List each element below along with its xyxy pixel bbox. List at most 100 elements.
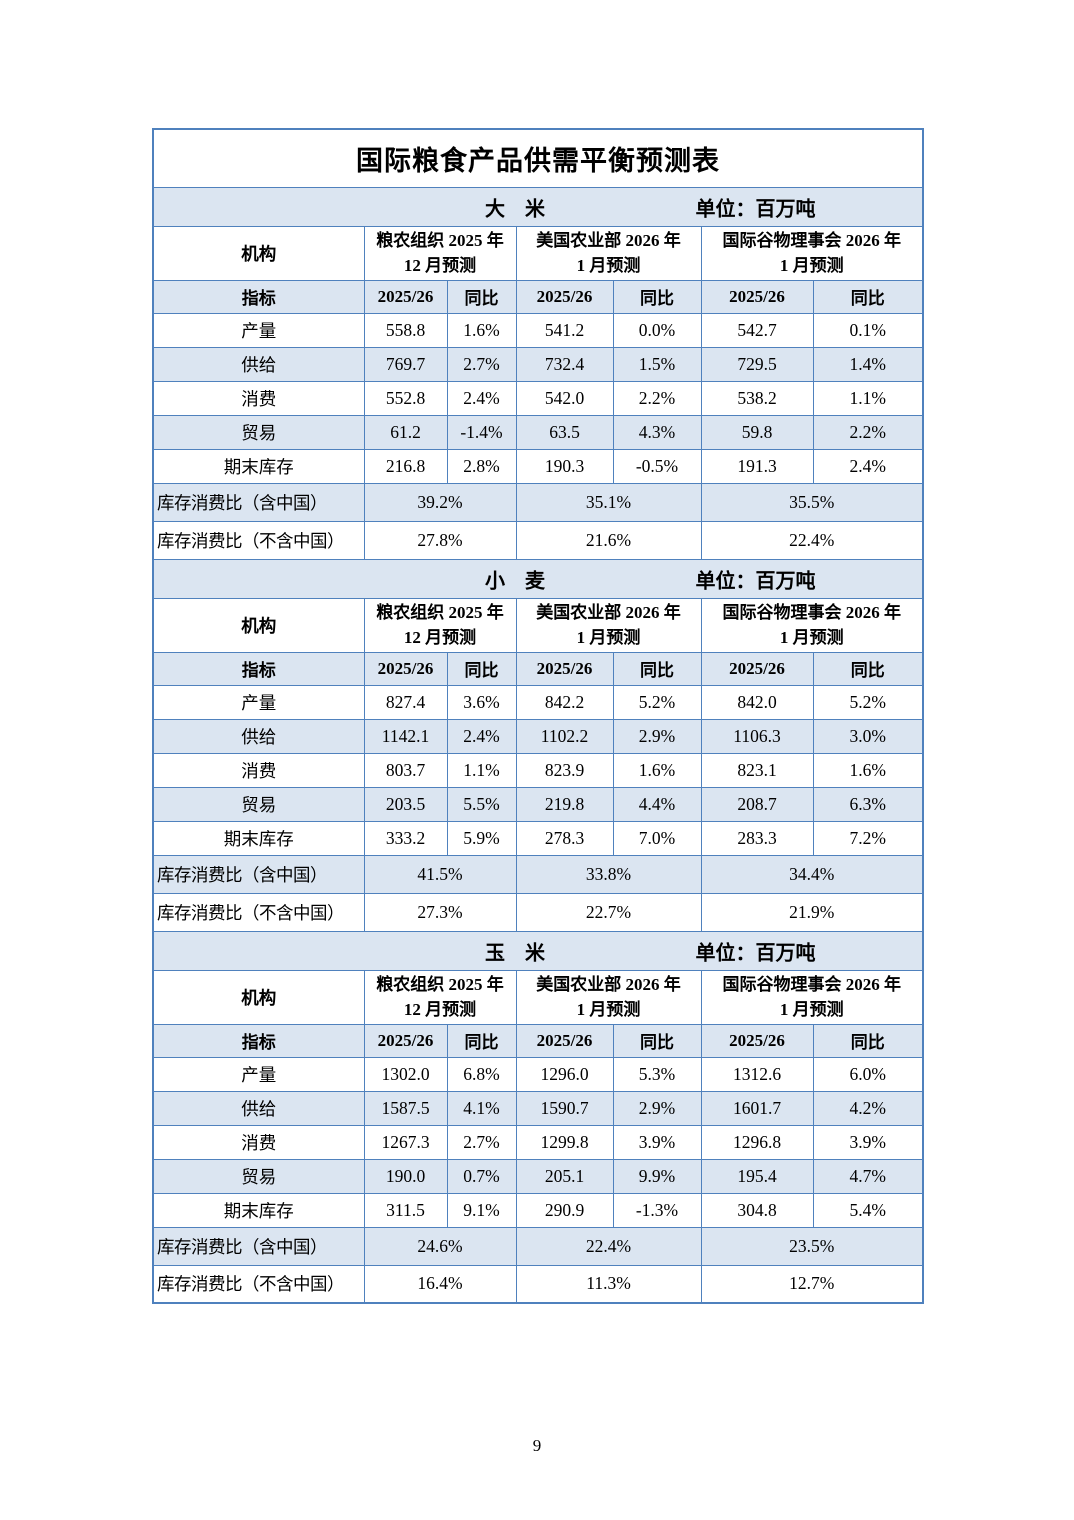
value-cell: 1.6% bbox=[612, 752, 702, 788]
ratio-value: 35.1% bbox=[515, 482, 702, 522]
value-cell: 61.2 bbox=[363, 414, 448, 450]
data-row-production: 产量 827.4 3.6% 842.2 5.2% 842.0 5.2% bbox=[152, 684, 924, 720]
value-cell: 0.1% bbox=[812, 312, 924, 348]
org-header-row: 机构 粮农组织 2025 年 12 月预测 美国农业部 2026 年 1 月预测… bbox=[152, 225, 924, 281]
value-cell: 2.9% bbox=[612, 1090, 702, 1126]
value-cell: 842.0 bbox=[700, 684, 814, 720]
value-cell: 823.1 bbox=[700, 752, 814, 788]
org-forecast-line: 1 月预测 bbox=[576, 256, 641, 275]
data-row-production: 产量 1302.0 6.8% 1296.0 5.3% 1312.6 6.0% bbox=[152, 1056, 924, 1092]
ratio-value: 34.4% bbox=[700, 854, 924, 894]
row-label: 贸易 bbox=[152, 1158, 365, 1194]
value-cell: 1312.6 bbox=[700, 1056, 814, 1092]
yoy-header: 同比 bbox=[446, 279, 517, 314]
ratio-value: 27.8% bbox=[363, 520, 517, 560]
org-row-label: 机构 bbox=[152, 225, 365, 281]
value-cell: 219.8 bbox=[515, 786, 614, 822]
value-cell: 827.4 bbox=[363, 684, 448, 720]
value-cell: 304.8 bbox=[700, 1192, 814, 1228]
org-forecast-line: 1 月预测 bbox=[576, 628, 641, 647]
data-row-consumption: 消费 803.7 1.1% 823.9 1.6% 823.1 1.6% bbox=[152, 752, 924, 788]
ratio-value: 21.9% bbox=[700, 892, 924, 932]
value-cell: 311.5 bbox=[363, 1192, 448, 1228]
value-cell: 1.6% bbox=[812, 752, 924, 788]
value-cell: 5.2% bbox=[812, 684, 924, 720]
ratio-label: 库存消费比（含中国） bbox=[152, 482, 365, 522]
page-number: 9 bbox=[532, 1436, 542, 1455]
value-cell: 3.6% bbox=[446, 684, 517, 720]
org-name-line: 国际谷物理事会 2026 年 bbox=[722, 602, 902, 622]
data-row-supply: 供给 1587.5 4.1% 1590.7 2.9% 1601.7 4.2% bbox=[152, 1090, 924, 1126]
value-cell: 542.7 bbox=[700, 312, 814, 348]
value-cell: 333.2 bbox=[363, 820, 448, 856]
ratio-row-with-china: 库存消费比（含中国） 24.6% 22.4% 23.5% bbox=[152, 1226, 924, 1266]
org-header-usda: 美国农业部 2026 年 1 月预测 bbox=[515, 969, 702, 1025]
indicator-header-row: 指标 2025/26 同比 2025/26 同比 2025/26 同比 bbox=[152, 279, 924, 314]
org-name-line: 美国农业部 2026 年 bbox=[536, 230, 681, 250]
org-name-line: 美国农业部 2026 年 bbox=[536, 602, 681, 622]
value-cell: 1296.0 bbox=[515, 1056, 614, 1092]
value-cell: 216.8 bbox=[363, 448, 448, 484]
ratio-row-with-china: 库存消费比（含中国） 41.5% 33.8% 34.4% bbox=[152, 854, 924, 894]
year-header: 2025/26 bbox=[363, 279, 448, 314]
section-title: 玉 米 bbox=[484, 942, 545, 964]
year-header: 2025/26 bbox=[515, 651, 614, 686]
value-cell: 1.6% bbox=[446, 312, 517, 348]
section-header-rice: 大 米 单位：百万吨 bbox=[152, 186, 924, 227]
indicator-row-label: 指标 bbox=[152, 1023, 365, 1058]
data-row-production: 产量 558.8 1.6% 541.2 0.0% 542.7 0.1% bbox=[152, 312, 924, 348]
org-header-row: 机构 粮农组织 2025 年 12 月预测 美国农业部 2026 年 1 月预测… bbox=[152, 597, 924, 653]
org-header-igc: 国际谷物理事会 2026 年 1 月预测 bbox=[700, 969, 924, 1025]
row-label: 期末库存 bbox=[152, 448, 365, 484]
value-cell: 1.5% bbox=[612, 346, 702, 382]
value-cell: 1102.2 bbox=[515, 718, 614, 754]
value-cell: 3.9% bbox=[612, 1124, 702, 1160]
org-name-line: 粮农组织 2025 年 bbox=[376, 974, 504, 994]
value-cell: 4.3% bbox=[612, 414, 702, 450]
ratio-label: 库存消费比（含中国） bbox=[152, 1226, 365, 1266]
row-label: 产量 bbox=[152, 684, 365, 720]
unit-label: 单位：百万吨 bbox=[695, 942, 816, 964]
value-cell: 1.1% bbox=[446, 752, 517, 788]
value-cell: 2.4% bbox=[446, 718, 517, 754]
data-row-trade: 贸易 190.0 0.7% 205.1 9.9% 195.4 4.7% bbox=[152, 1158, 924, 1194]
section-title: 大 米 bbox=[484, 198, 545, 220]
value-cell: 5.4% bbox=[812, 1192, 924, 1228]
org-row-label: 机构 bbox=[152, 597, 365, 653]
value-cell: 2.8% bbox=[446, 448, 517, 484]
value-cell: 1142.1 bbox=[363, 718, 448, 754]
value-cell: 541.2 bbox=[515, 312, 614, 348]
value-cell: 1267.3 bbox=[363, 1124, 448, 1160]
ratio-value: 21.6% bbox=[515, 520, 702, 560]
value-cell: 7.2% bbox=[812, 820, 924, 856]
ratio-value: 11.3% bbox=[515, 1264, 702, 1304]
data-row-supply: 供给 1142.1 2.4% 1102.2 2.9% 1106.3 3.0% bbox=[152, 718, 924, 754]
data-row-ending-stocks: 期末库存 216.8 2.8% 190.3 -0.5% 191.3 2.4% bbox=[152, 448, 924, 484]
value-cell: 9.9% bbox=[612, 1158, 702, 1194]
value-cell: 278.3 bbox=[515, 820, 614, 856]
value-cell: 3.0% bbox=[812, 718, 924, 754]
ratio-value: 33.8% bbox=[515, 854, 702, 894]
org-name-line: 粮农组织 2025 年 bbox=[376, 230, 504, 250]
row-label: 产量 bbox=[152, 1056, 365, 1092]
value-cell: 283.3 bbox=[700, 820, 814, 856]
value-cell: 3.9% bbox=[812, 1124, 924, 1160]
value-cell: -0.5% bbox=[612, 448, 702, 484]
year-header: 2025/26 bbox=[363, 1023, 448, 1058]
unit-label: 单位：百万吨 bbox=[695, 570, 816, 592]
row-label: 供给 bbox=[152, 718, 365, 754]
value-cell: 769.7 bbox=[363, 346, 448, 382]
org-header-usda: 美国农业部 2026 年 1 月预测 bbox=[515, 225, 702, 281]
org-forecast-line: 12 月预测 bbox=[403, 628, 477, 647]
data-row-consumption: 消费 1267.3 2.7% 1299.8 3.9% 1296.8 3.9% bbox=[152, 1124, 924, 1160]
row-label: 供给 bbox=[152, 1090, 365, 1126]
grain-forecast-table: 国际粮食产品供需平衡预测表 大 米 单位：百万吨 机构 粮农组织 2025 年 … bbox=[152, 128, 925, 1304]
value-cell: -1.3% bbox=[612, 1192, 702, 1228]
ratio-value: 22.4% bbox=[700, 520, 924, 560]
ratio-row-with-china: 库存消费比（含中国） 39.2% 35.1% 35.5% bbox=[152, 482, 924, 522]
value-cell: 4.2% bbox=[812, 1090, 924, 1126]
org-name-line: 粮农组织 2025 年 bbox=[376, 602, 504, 622]
org-forecast-line: 12 月预测 bbox=[403, 1000, 477, 1019]
value-cell: 1.4% bbox=[812, 346, 924, 382]
yoy-header: 同比 bbox=[446, 1023, 517, 1058]
